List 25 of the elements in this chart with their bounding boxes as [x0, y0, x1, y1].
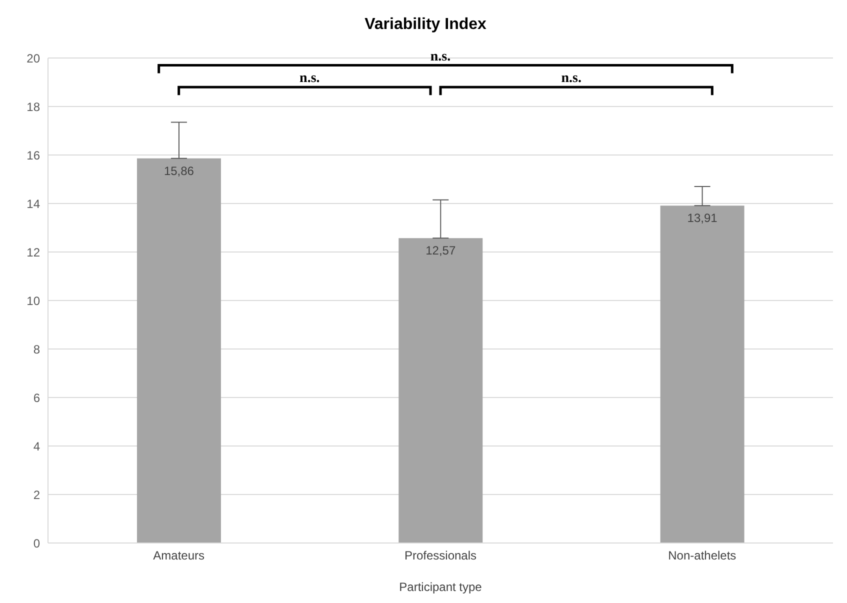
y-tick-label: 20 [26, 51, 40, 66]
annotation: n.s. [430, 49, 451, 64]
x-tick-label: Amateurs [153, 548, 205, 563]
bar [660, 206, 744, 543]
y-tick-label: 6 [33, 390, 40, 405]
x-tick-label: Professionals [404, 548, 477, 563]
y-tick-label: 12 [26, 245, 40, 260]
y-tick-label: 10 [26, 294, 40, 308]
y-tick-label: 4 [33, 439, 40, 454]
y-tick-label: 14 [26, 196, 40, 211]
data-label: 15,86 [164, 164, 194, 178]
y-tick-label: 18 [26, 100, 40, 114]
y-tick-label: 2 [33, 488, 40, 502]
bar [398, 238, 483, 543]
data-label: 13,91 [687, 211, 718, 226]
annotation: n.s. [300, 71, 320, 86]
x-tick-label: Non-athelets [668, 548, 736, 563]
y-tick-label: 16 [26, 148, 40, 162]
y-tick-label: 0 [33, 536, 40, 550]
chart-title: Variability Index [364, 16, 488, 34]
y-tick-label: 8 [33, 342, 40, 356]
x-axis-title: Participant type [399, 580, 482, 594]
data-label: 12,57 [426, 244, 456, 258]
annotation: n.s. [561, 71, 582, 86]
bar [136, 158, 221, 543]
